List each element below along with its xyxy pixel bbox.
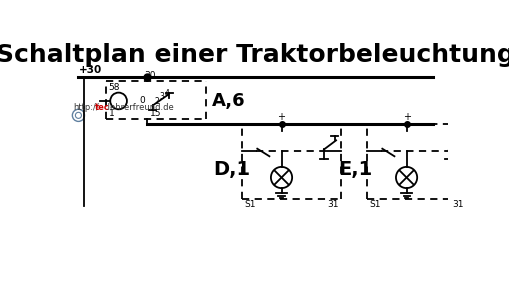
Text: .lehrerfreund.de: .lehrerfreund.de	[105, 103, 174, 112]
Text: S1: S1	[369, 200, 380, 209]
Text: http://: http://	[73, 103, 99, 112]
Text: 31: 31	[327, 200, 338, 209]
Text: 15: 15	[149, 109, 161, 118]
Text: +: +	[402, 112, 410, 122]
Text: Schaltplan einer Traktorbeleuchtung: Schaltplan einer Traktorbeleuchtung	[0, 43, 509, 67]
Text: 4: 4	[164, 89, 169, 98]
Text: 58: 58	[108, 83, 120, 92]
Text: 2: 2	[154, 97, 159, 106]
Text: A,6: A,6	[211, 92, 245, 110]
Text: 30: 30	[144, 71, 156, 80]
Text: D,1: D,1	[213, 160, 250, 180]
Text: E,1: E,1	[337, 160, 372, 180]
Text: +: +	[277, 112, 285, 122]
Text: 31: 31	[451, 200, 463, 209]
Text: 1: 1	[108, 109, 114, 118]
Text: +30: +30	[78, 65, 101, 75]
Text: S1: S1	[243, 200, 255, 209]
Text: 0: 0	[139, 96, 145, 105]
Text: 3: 3	[159, 92, 164, 101]
Text: tec: tec	[95, 103, 110, 112]
